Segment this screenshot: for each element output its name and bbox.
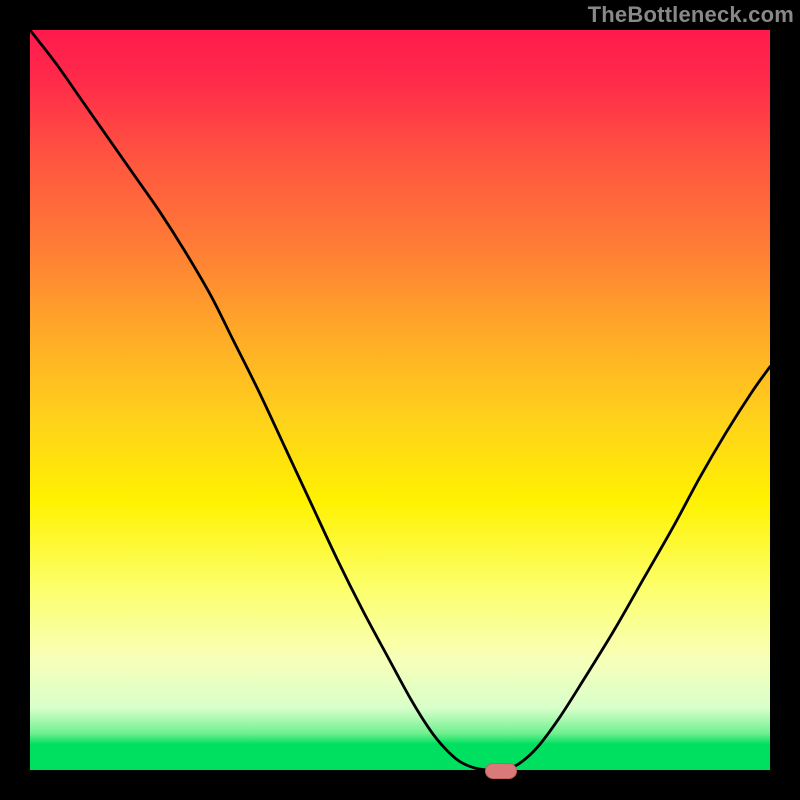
chart-frame: TheBottleneck.com xyxy=(0,0,800,800)
watermark-text: TheBottleneck.com xyxy=(588,2,794,28)
bottleneck-curve xyxy=(30,30,770,770)
plot-area xyxy=(30,30,770,770)
optimum-marker xyxy=(485,763,517,779)
